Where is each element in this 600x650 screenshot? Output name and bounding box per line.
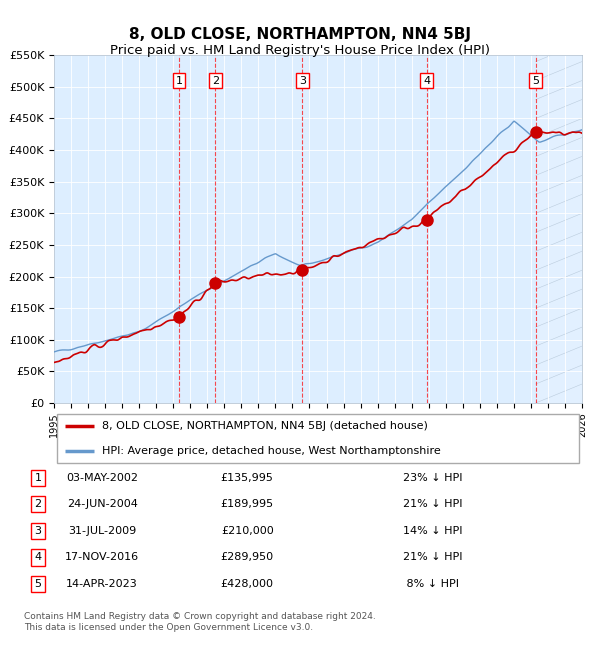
Text: 3: 3 [299, 75, 306, 86]
Text: 5: 5 [532, 75, 539, 86]
Text: 24-JUN-2004: 24-JUN-2004 [67, 499, 137, 510]
Text: 1: 1 [176, 75, 182, 86]
Text: 03-MAY-2002: 03-MAY-2002 [66, 473, 138, 483]
Text: £210,000: £210,000 [221, 526, 274, 536]
Text: 1: 1 [34, 473, 41, 483]
FancyBboxPatch shape [56, 413, 580, 463]
Text: 4: 4 [34, 552, 41, 562]
Text: 8, OLD CLOSE, NORTHAMPTON, NN4 5BJ (detached house): 8, OLD CLOSE, NORTHAMPTON, NN4 5BJ (deta… [101, 421, 427, 432]
Text: 14-APR-2023: 14-APR-2023 [66, 579, 138, 589]
Text: 14% ↓ HPI: 14% ↓ HPI [403, 526, 463, 536]
Text: £428,000: £428,000 [221, 579, 274, 589]
Text: 2: 2 [34, 499, 41, 510]
Text: 3: 3 [34, 526, 41, 536]
Text: 21% ↓ HPI: 21% ↓ HPI [403, 499, 463, 510]
Text: £135,995: £135,995 [221, 473, 274, 483]
Text: Price paid vs. HM Land Registry's House Price Index (HPI): Price paid vs. HM Land Registry's House … [110, 44, 490, 57]
Text: 21% ↓ HPI: 21% ↓ HPI [403, 552, 463, 562]
Text: 4: 4 [423, 75, 430, 86]
Text: 8, OLD CLOSE, NORTHAMPTON, NN4 5BJ: 8, OLD CLOSE, NORTHAMPTON, NN4 5BJ [129, 27, 471, 42]
Text: 8% ↓ HPI: 8% ↓ HPI [403, 579, 460, 589]
Text: £289,950: £289,950 [221, 552, 274, 562]
Text: HPI: Average price, detached house, West Northamptonshire: HPI: Average price, detached house, West… [101, 446, 440, 456]
Text: 31-JUL-2009: 31-JUL-2009 [68, 526, 136, 536]
Text: 2: 2 [212, 75, 219, 86]
Text: 5: 5 [34, 579, 41, 589]
Text: 23% ↓ HPI: 23% ↓ HPI [403, 473, 463, 483]
Text: Contains HM Land Registry data © Crown copyright and database right 2024.
This d: Contains HM Land Registry data © Crown c… [24, 612, 376, 632]
Text: 17-NOV-2016: 17-NOV-2016 [65, 552, 139, 562]
Text: £189,995: £189,995 [221, 499, 274, 510]
